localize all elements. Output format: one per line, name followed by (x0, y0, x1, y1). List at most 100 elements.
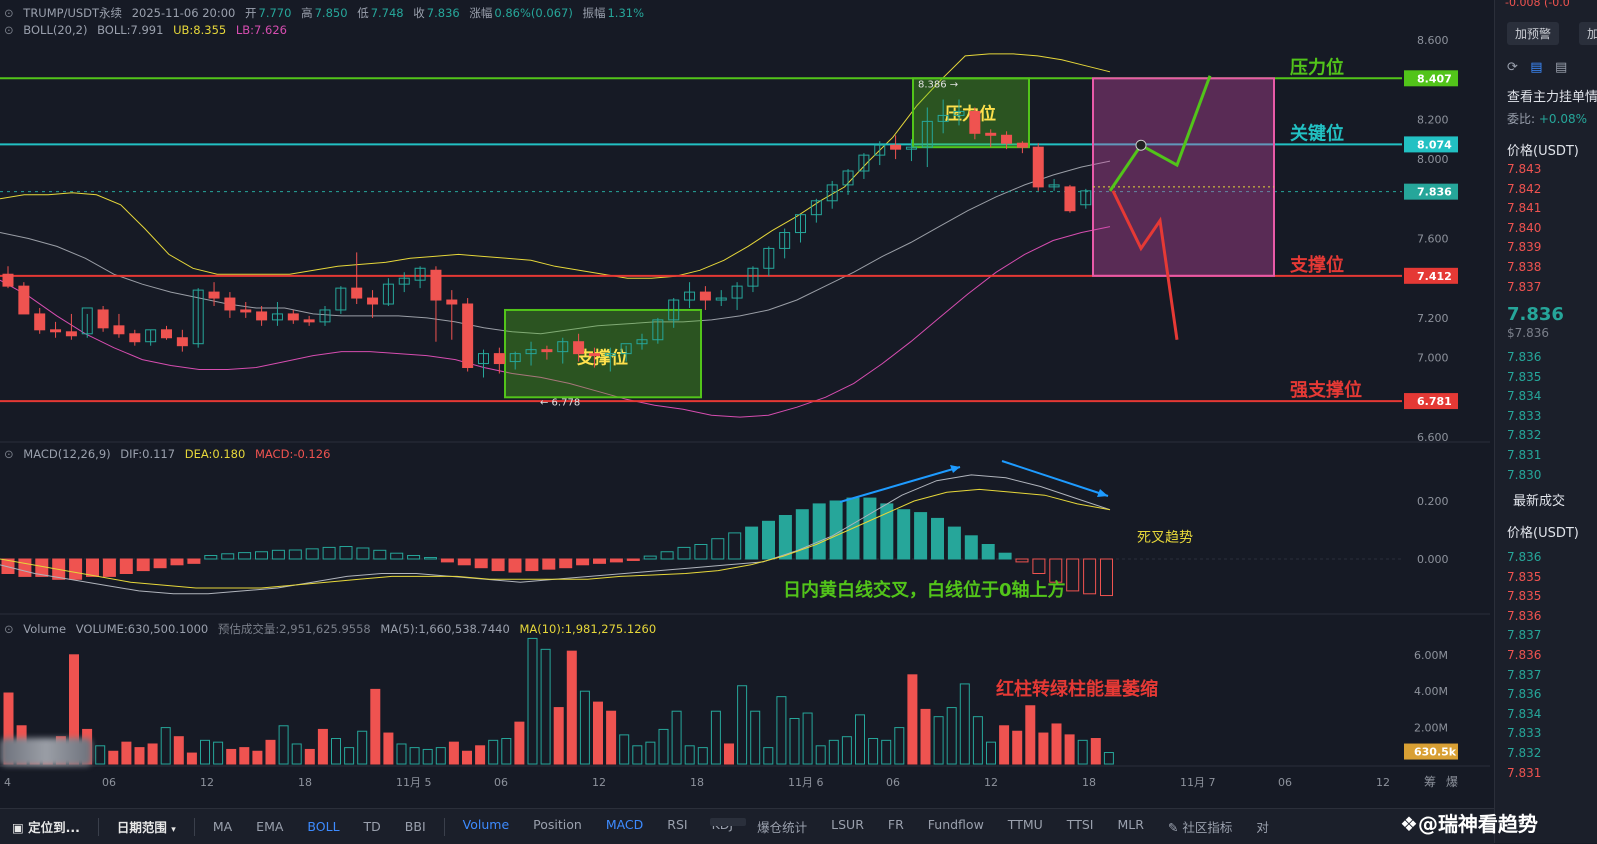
bid-price[interactable]: 7.832 (1507, 428, 1542, 443)
boll-ub-value: UB:8.355 (173, 23, 227, 37)
volume-bar (226, 748, 237, 765)
volume-bar (1103, 752, 1114, 765)
sub-indicator-tab[interactable]: Fundflow (927, 817, 984, 832)
candle-body (604, 353, 616, 357)
bid-price[interactable]: 7.835 (1507, 369, 1542, 384)
ask-price[interactable]: 7.841 (1507, 201, 1542, 216)
volume-bar (645, 741, 656, 765)
bid-price[interactable]: 7.830 (1507, 467, 1542, 482)
ask-price[interactable]: 7.842 (1507, 181, 1542, 196)
boll-name: BOLL(20,2) (23, 23, 88, 37)
indicator-tab-ma[interactable]: MA (212, 819, 233, 834)
arrow-head (1097, 489, 1108, 497)
bid-price[interactable]: 7.836 (1507, 350, 1542, 364)
candle-body (430, 269, 442, 301)
ratio-value: +0.08% (1538, 112, 1588, 126)
sub-indicator-tab[interactable]: Position (533, 817, 582, 832)
locate-button[interactable]: ▣ 定位到... (0, 817, 92, 836)
volume-bar (776, 696, 787, 765)
sub-indicator-tab[interactable]: MACD (605, 817, 644, 832)
macd-histogram-bar (1, 558, 15, 574)
book-view-icon[interactable]: ▤ (1530, 60, 1543, 75)
toolbar-handle[interactable] (710, 818, 746, 826)
volume-est: 预估成交量:2,951,625.9558 (217, 622, 371, 636)
ask-price[interactable]: 7.840 (1507, 220, 1542, 235)
sub-indicator-tab[interactable]: FR (887, 817, 904, 832)
macd-histogram-bar (373, 549, 387, 560)
sub-indicator-tab[interactable]: MLR (1117, 817, 1144, 832)
chart-area[interactable]: 8.600 8.200 8.000 7.600 7.200 7.000 6.600 4 06 12… (0, 0, 1490, 808)
boll-collapse-icon[interactable]: ⊙ (4, 23, 14, 37)
ask-price[interactable]: 7.837 (1507, 279, 1542, 294)
candle-body (905, 146, 917, 150)
volume-bar (501, 738, 512, 765)
watermark: ❖@瑞神看趋势 (1400, 808, 1538, 837)
add-button[interactable]: 加 (1579, 22, 1597, 45)
candle-body (795, 214, 806, 234)
panel-tool-icons[interactable]: ⟳ ▤ ▤ (1507, 60, 1568, 75)
macd-histogram-bar (677, 546, 691, 560)
macd-info: ⊙ MACD(12,26,9) DIF:0.117 DEA:0.180 MACD… (4, 447, 336, 461)
sub-indicator-tab[interactable]: RSI (667, 817, 688, 832)
level-name-label: 强支撑位 (1290, 379, 1362, 401)
indicator-tab-boll[interactable]: BOLL (307, 819, 340, 834)
bearish-path (1111, 190, 1179, 340)
macd-histogram-bar (69, 558, 83, 580)
trade-price: 7.834 (1507, 706, 1542, 721)
volume-bar (475, 745, 486, 765)
sub-indicator-tab[interactable]: Volume (462, 817, 510, 832)
candle-body (145, 329, 157, 343)
datetime: 2025-11-06 20:00 (131, 6, 236, 20)
time-tick-label: 18 (1082, 776, 1096, 789)
main-orders-title[interactable]: 查看主力挂单情 (1507, 90, 1597, 105)
sub-indicator-tab[interactable]: 爆仓统计 (757, 820, 808, 835)
candle-body (414, 267, 426, 281)
volume-bar (1038, 732, 1049, 765)
ask-price[interactable]: 7.838 (1507, 260, 1542, 274)
indicator-tab-ema[interactable]: EMA (256, 819, 284, 834)
candle-body (18, 285, 30, 315)
bid-price[interactable]: 7.834 (1507, 389, 1542, 404)
bullish-path (1108, 75, 1212, 192)
candle-body (636, 339, 648, 345)
trend-down-arrow (1001, 460, 1109, 497)
time-tick-label: 18 (690, 776, 704, 789)
latest-trades-title[interactable]: 最新成交 (1513, 494, 1566, 509)
volume-bar (802, 712, 813, 765)
community-indicator-button[interactable]: ✎ 社区指标 (1156, 817, 1244, 836)
candle-body (319, 309, 331, 323)
volume-ma10: MA(10):1,981,275.1260 (519, 622, 657, 636)
date-range-button[interactable]: 日期范围 ▾ (105, 817, 188, 836)
macd-histogram-bar (288, 549, 302, 560)
macd-collapse-icon[interactable]: ⊙ (4, 447, 14, 461)
arrow-head (950, 465, 960, 473)
bid-price[interactable]: 7.833 (1507, 408, 1542, 423)
indicator-tab-td[interactable]: TD (363, 819, 381, 834)
ask-price[interactable]: 7.843 (1507, 162, 1542, 176)
volume-bar (173, 736, 184, 765)
time-tick-label: 4 (4, 776, 11, 789)
volume-tick-label: 4.00M (1414, 685, 1448, 698)
macd-histogram-bar (1083, 558, 1097, 595)
sub-indicator-tab[interactable]: TTSI (1066, 817, 1094, 832)
ask-price[interactable]: 7.839 (1507, 240, 1542, 255)
macd-histogram-bar (812, 503, 826, 560)
boll-mid-value: BOLL:7.991 (97, 23, 164, 37)
indicator-tab-bbi[interactable]: BBI (404, 819, 426, 834)
candlestick-chart[interactable]: 8.600 8.200 8.000 7.600 7.200 7.000 6.600 4 06 12… (0, 0, 1490, 808)
add-alert-button[interactable]: 加预警 (1507, 22, 1560, 45)
sub-indicator-tab[interactable]: LSUR (831, 817, 864, 832)
volume-bar (278, 725, 289, 765)
collapse-icon[interactable]: ⊙ (4, 6, 14, 20)
macd-histogram-bar (424, 557, 437, 560)
candle-body (398, 277, 410, 285)
volume-bar (632, 745, 643, 765)
sub-indicator-tab[interactable]: TTMU (1007, 817, 1043, 832)
compare-button[interactable]: 对 (1256, 820, 1269, 835)
volume-collapse-icon[interactable]: ⊙ (4, 622, 14, 636)
macd-histogram-bar (964, 535, 978, 560)
macd-histogram-bar (322, 546, 336, 560)
level-name-label: 压力位 (1290, 56, 1344, 78)
bid-price[interactable]: 7.831 (1507, 448, 1542, 462)
date-range-label: 日期范围 (116, 820, 167, 835)
